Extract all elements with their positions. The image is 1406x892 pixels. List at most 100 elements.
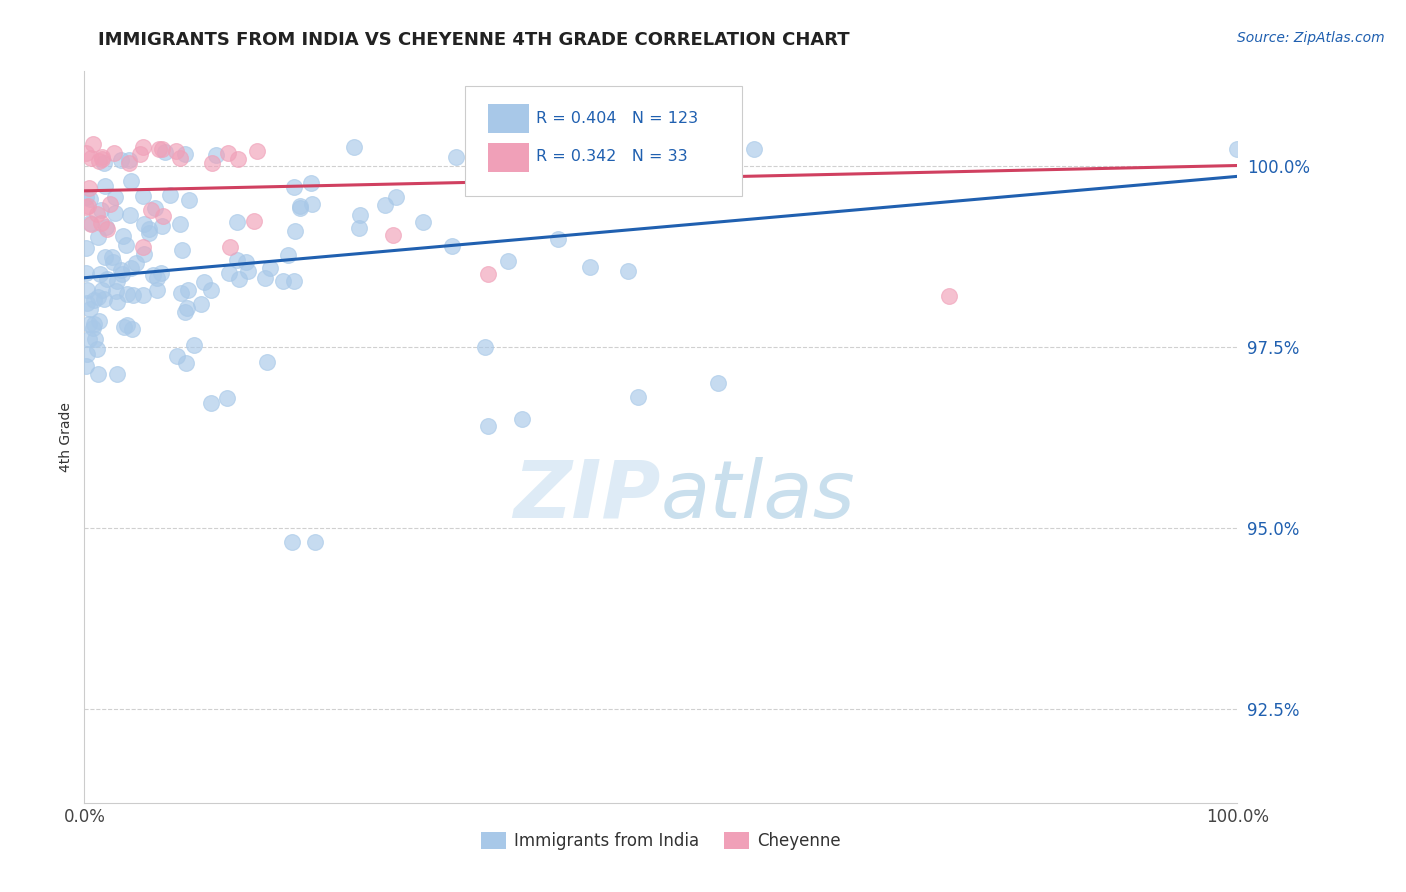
Point — [218, 267, 240, 281]
Point — [104, 206, 127, 220]
Point — [304, 535, 326, 549]
Point — [382, 227, 405, 242]
Point — [103, 145, 125, 160]
Point — [190, 296, 212, 310]
Point — [77, 332, 100, 346]
Point — [159, 187, 181, 202]
Point — [148, 142, 170, 156]
Point — [93, 292, 115, 306]
Point — [117, 287, 139, 301]
Point — [444, 150, 467, 164]
Point — [200, 283, 222, 297]
Point — [226, 152, 249, 166]
Point — [474, 340, 496, 354]
Point — [90, 203, 112, 218]
Point — [77, 180, 100, 194]
Point — [256, 355, 278, 369]
Point — [87, 290, 110, 304]
Point — [215, 391, 238, 405]
Point — [86, 368, 108, 382]
Point — [90, 217, 112, 231]
Point — [75, 266, 97, 280]
Point — [177, 283, 200, 297]
Point — [76, 347, 98, 361]
Point — [165, 144, 187, 158]
Point — [169, 217, 191, 231]
Point — [105, 295, 128, 310]
Point — [94, 219, 117, 234]
Point — [183, 338, 205, 352]
Point — [143, 201, 166, 215]
Point — [142, 268, 165, 283]
Point — [111, 229, 134, 244]
Point — [132, 189, 155, 203]
Point — [93, 179, 115, 194]
Point — [93, 156, 115, 170]
Point — [86, 207, 108, 221]
Point — [235, 254, 257, 268]
Point — [96, 221, 118, 235]
Point — [120, 260, 142, 275]
Text: Source: ZipAtlas.com: Source: ZipAtlas.com — [1237, 31, 1385, 45]
Point — [440, 239, 463, 253]
Point — [166, 349, 188, 363]
Point — [506, 145, 529, 159]
Text: R = 0.342   N = 33: R = 0.342 N = 33 — [536, 150, 688, 164]
Point — [385, 189, 408, 203]
Point — [80, 151, 103, 165]
Point — [205, 147, 228, 161]
Point — [75, 359, 97, 373]
Point — [77, 317, 100, 331]
FancyBboxPatch shape — [465, 86, 741, 195]
Point — [412, 215, 434, 229]
FancyBboxPatch shape — [488, 104, 530, 133]
Text: ZIP: ZIP — [513, 457, 661, 534]
Point — [477, 419, 499, 434]
Point — [177, 193, 200, 207]
Point — [243, 213, 266, 227]
Point — [259, 261, 281, 276]
Point — [132, 287, 155, 301]
Point — [349, 208, 371, 222]
Point — [75, 242, 97, 256]
Point — [79, 192, 101, 206]
Point — [228, 271, 250, 285]
Point — [170, 286, 193, 301]
Point — [96, 272, 118, 286]
Point — [94, 250, 117, 264]
Point — [118, 156, 141, 170]
Point — [523, 179, 546, 194]
Point — [150, 219, 173, 234]
Point — [301, 197, 323, 211]
Point — [131, 240, 153, 254]
Point — [238, 264, 260, 278]
Point — [152, 209, 174, 223]
Point — [87, 314, 110, 328]
Point — [342, 140, 364, 154]
Point — [104, 285, 127, 299]
Point — [83, 317, 105, 331]
Point — [89, 154, 111, 169]
Point — [118, 153, 141, 167]
Point — [79, 301, 101, 316]
Point — [512, 412, 534, 426]
Point — [1226, 143, 1249, 157]
Point — [174, 146, 197, 161]
Point — [253, 271, 276, 285]
Point — [938, 289, 960, 303]
Point — [128, 147, 150, 161]
Point — [176, 301, 198, 315]
Point — [132, 217, 155, 231]
Point — [283, 180, 305, 194]
Y-axis label: 4th Grade: 4th Grade — [59, 402, 73, 472]
Point — [193, 275, 215, 289]
Point — [77, 199, 100, 213]
Point — [547, 231, 569, 245]
Point — [347, 220, 370, 235]
Point — [132, 246, 155, 260]
Point — [146, 271, 169, 285]
Point — [105, 368, 128, 382]
Point — [79, 216, 101, 230]
Legend: Immigrants from India, Cheyenne: Immigrants from India, Cheyenne — [474, 825, 848, 856]
Point — [496, 254, 519, 268]
